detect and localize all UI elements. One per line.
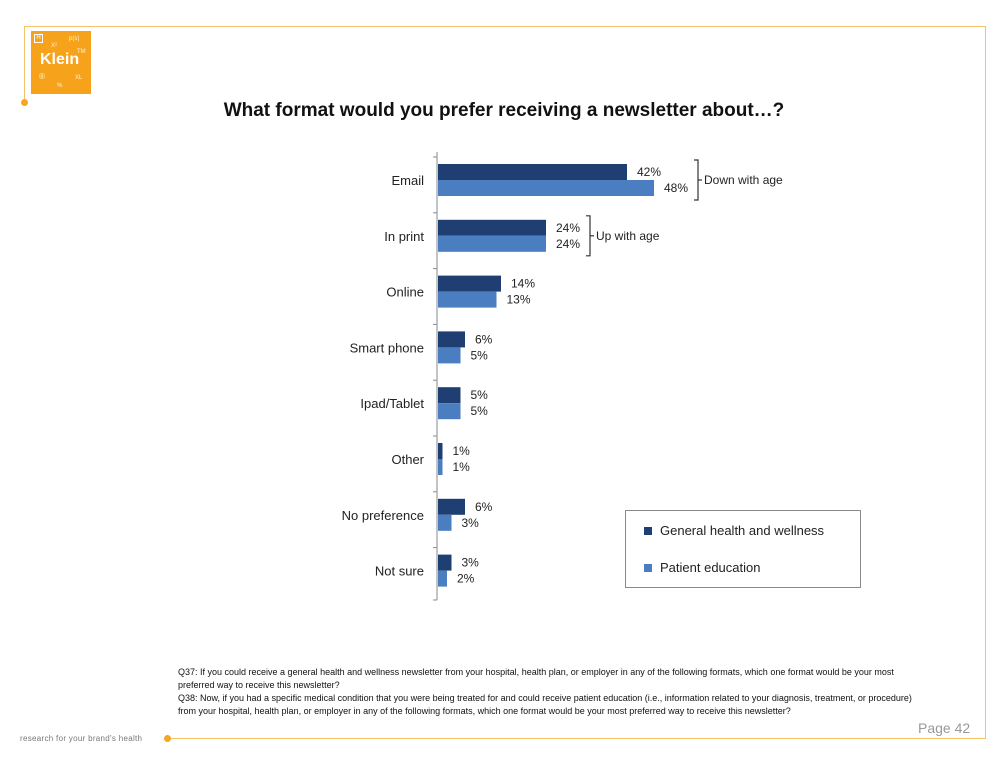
footnote-q38: Q38: Now, if you had a specific medical … [178,693,912,716]
category-label: Ipad/Tablet [360,396,424,411]
bar-general [438,387,461,404]
bar-general [438,275,501,292]
frame-top-line [24,26,986,27]
category-label: No preference [342,508,424,523]
page-number: Page 42 [918,720,971,736]
bar-patient [438,403,461,420]
data-label: 24% [556,221,580,235]
logo-reg: ® [39,72,45,81]
data-label: 14% [511,277,535,291]
bar-patient [438,180,654,196]
category-label: Smart phone [350,340,424,355]
footnote-q37: Q37: If you could receive a general heal… [178,667,894,690]
logo-wordmark: Klein [40,51,80,68]
bar-general [438,164,627,180]
bar-general [438,443,443,459]
data-label: 5% [471,348,489,362]
bar-general [438,219,546,236]
chart-title: What format would you prefer receiving a… [223,100,785,121]
annotation-bracket [586,215,591,257]
bar-chart: Email 42%48% In print 24% 24% Online 14% 13% Sma… [342,152,783,601]
data-label: 1% [453,460,471,474]
bar-general [438,331,465,348]
frame-right-line [985,26,986,738]
tagline: research for your brand's health [20,734,143,743]
bar-general [438,498,465,515]
bar-general [438,554,452,571]
legend-item-general: General health and wellness [644,523,824,538]
data-label: 13% [507,293,531,307]
data-label: 24% [556,237,580,251]
data-label: 2% [457,572,475,586]
legend-swatch-general [644,526,652,535]
bar-patient [438,570,447,587]
annotation-label: Down with age [704,173,783,187]
category-label: Email [391,173,424,188]
bar-patient [438,291,497,308]
frame-left-line [24,26,25,102]
logo-sup3: TM [77,49,86,55]
bar-patient [438,459,443,475]
logo-element-box: H [34,34,43,43]
chart-legend: General health and wellness Patient educ… [625,510,861,588]
data-label: 48% [664,181,688,195]
bar-patient [438,514,452,531]
logo-sub: XL [75,75,83,81]
category-label: Online [386,285,424,300]
legend-label-patient: Patient education [660,560,761,575]
logo-sup1: p(s) [69,36,80,42]
data-label: 1% [453,444,471,458]
category-label: Other [391,452,424,467]
data-label: 3% [462,556,480,570]
logo-sup2: X² [51,43,57,49]
frame-dot-top [21,99,28,106]
frame-bottom-line [168,738,986,739]
data-label: 42% [637,165,661,179]
data-label: 5% [471,388,489,402]
logo-sym: % [57,83,63,89]
annotation-label: Up with age [596,229,660,243]
category-label: In print [384,229,424,244]
data-label: 6% [475,500,493,514]
bar-patient [438,235,546,252]
klein-logo: H p(s) X² TM Klein ® XL % [31,31,91,94]
bar-patient [438,347,461,364]
legend-label-general: General health and wellness [660,523,825,538]
question-footnote: Q37: If you could receive a general heal… [178,666,918,718]
data-label: 5% [471,404,489,418]
legend-item-patient: Patient education [644,560,760,575]
category-label: Not sure [375,564,424,579]
data-label: 3% [462,516,480,530]
data-label: 6% [475,332,493,346]
annotation-bracket [694,159,699,201]
legend-swatch-patient [644,563,652,572]
frame-dot-bottom [164,735,171,742]
